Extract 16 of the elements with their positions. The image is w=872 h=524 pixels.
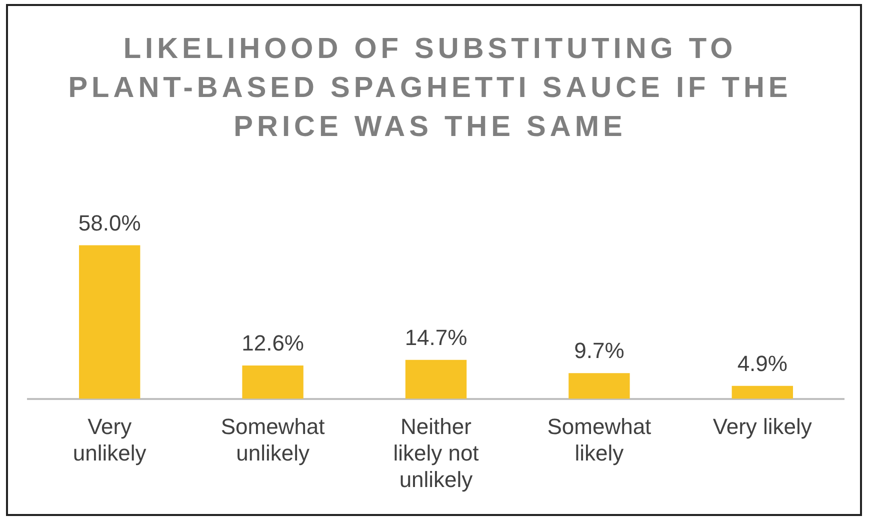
data-label: 58.0% bbox=[78, 210, 141, 236]
x-tick-label: Somewhat likely bbox=[547, 414, 652, 466]
bar bbox=[79, 245, 140, 399]
data-label: 12.6% bbox=[242, 330, 304, 356]
x-tick-label: Very unlikely bbox=[72, 414, 146, 466]
bar bbox=[242, 365, 304, 399]
x-tick-label: Very likely bbox=[712, 414, 812, 440]
bar bbox=[405, 360, 467, 399]
x-tick-label: Neither likely not unlikely bbox=[393, 414, 479, 492]
bar bbox=[568, 373, 630, 399]
bar bbox=[732, 386, 793, 399]
data-label: 14.7% bbox=[404, 324, 468, 350]
data-label: 4.9% bbox=[737, 350, 788, 376]
chart-title: LIKELIHOOD OF SUBSTITUTING TO PLANT-BASED SPAGHETTI SAUCE IF THE PRICE WAS THE SAME bbox=[67, 32, 793, 145]
x-tick-label: Somewhat unlikely bbox=[220, 414, 325, 466]
data-label: 9.7% bbox=[574, 338, 624, 364]
